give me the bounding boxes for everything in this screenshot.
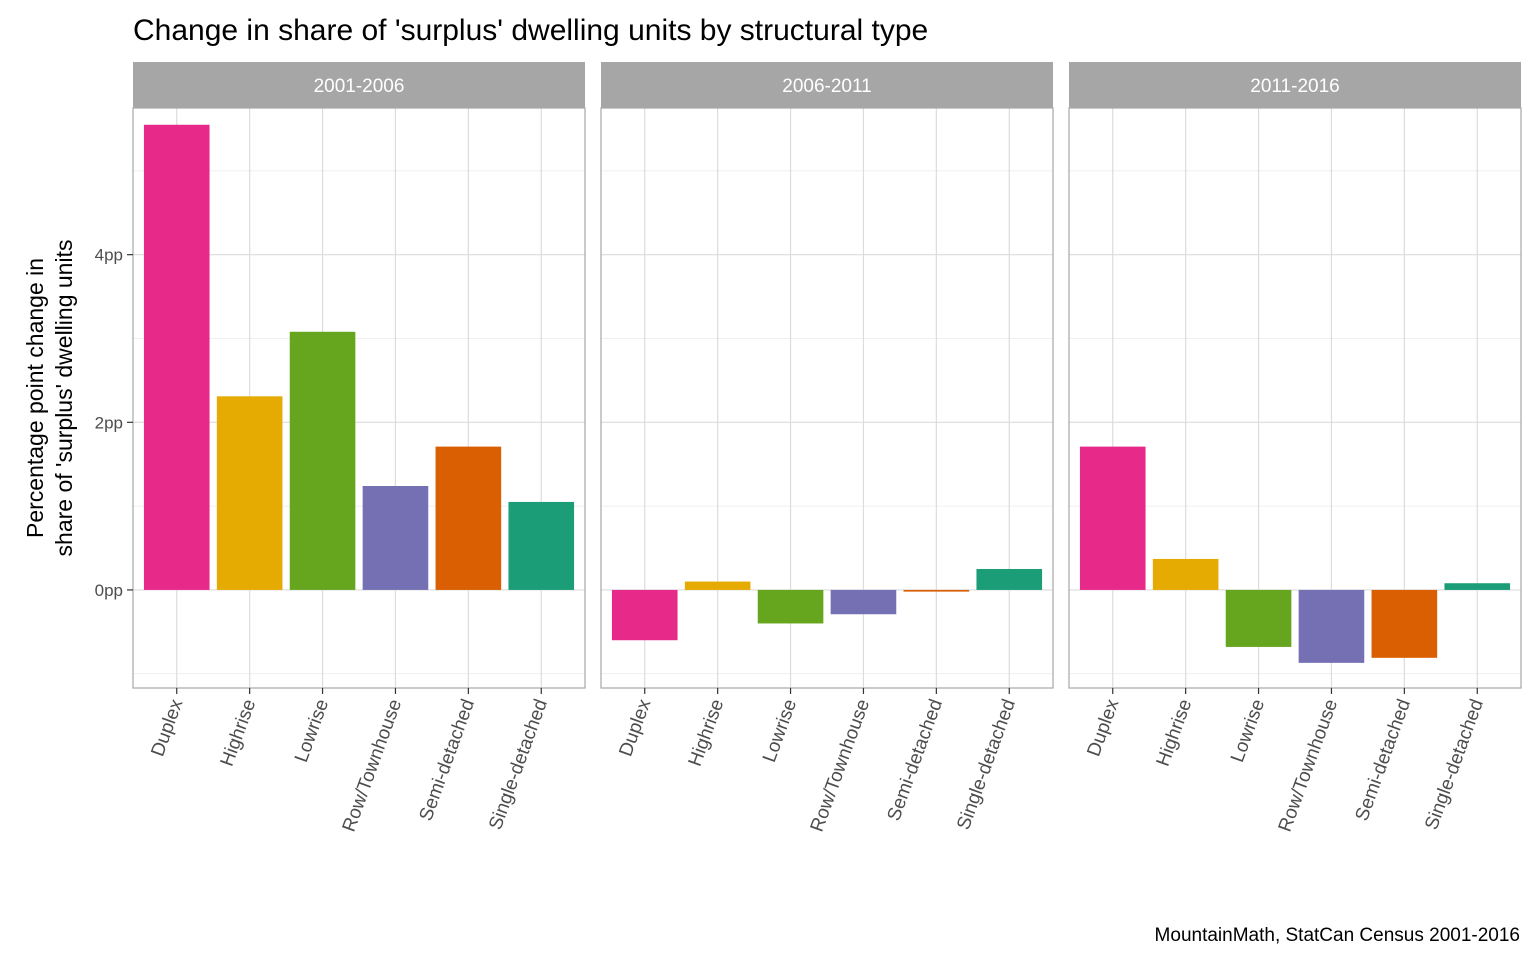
x-tick-label: Lowrise <box>291 697 333 766</box>
bar <box>976 568 1043 590</box>
bar <box>1444 583 1511 590</box>
bar <box>684 581 751 590</box>
panel-border <box>1068 107 1522 689</box>
x-tick-label: Lowrise <box>1227 697 1269 766</box>
y-axis-title-line-1: Percentage point change in <box>22 258 48 538</box>
y-tick-label: 4pp <box>95 246 123 265</box>
x-tick-label: Semi-detached <box>416 697 479 824</box>
bar <box>216 396 283 590</box>
x-tick-label: Row/Townhouse <box>807 697 874 835</box>
facet-strip-label: 2001-2006 <box>314 76 405 97</box>
x-tick-label: Highrise <box>217 697 261 770</box>
facet-strip <box>133 62 585 108</box>
x-tick-label: Single-detached <box>1421 697 1488 833</box>
x-tick-label: Highrise <box>685 697 729 770</box>
bar <box>1079 446 1146 590</box>
bar <box>508 501 575 590</box>
bar <box>757 589 824 624</box>
panel-border <box>132 107 586 689</box>
chart-caption: MountainMath, StatCan Census 2001-2016 <box>1155 925 1520 946</box>
x-tick-label: Duplex <box>1083 696 1123 759</box>
x-tick-label: Single-detached <box>485 697 552 833</box>
bar <box>1152 558 1219 590</box>
chart-title: Change in share of 'surplus' dwelling un… <box>133 14 928 47</box>
gridlines <box>1069 108 1521 688</box>
bar <box>143 124 210 590</box>
x-tick-label: Highrise <box>1153 697 1197 770</box>
facet-panel: 2006-2011 Duplex Highrise Lowrise Row/Townho… <box>600 62 1054 835</box>
bar <box>903 589 970 592</box>
bar <box>289 331 356 590</box>
bar <box>830 589 897 615</box>
y-tick-label: 2pp <box>95 413 123 432</box>
x-tick-label: Single-detached <box>953 697 1020 833</box>
bar <box>1298 589 1365 663</box>
x-tick-label: Row/Townhouse <box>1275 697 1342 835</box>
bar <box>1225 589 1292 647</box>
facet-strip <box>601 62 1053 108</box>
facet-strip-label: 2006-2011 <box>782 76 871 97</box>
panel-border <box>600 107 1054 689</box>
facet-strip-label: 2011-2016 <box>1250 76 1339 97</box>
x-tick-label: Semi-detached <box>884 697 947 824</box>
facet-strip <box>1069 62 1521 108</box>
x-tick-label: Lowrise <box>759 697 801 766</box>
x-tick-label: Duplex <box>147 696 187 759</box>
y-axis-title-line-2: share of 'surplus' dwelling units <box>51 240 77 557</box>
x-tick-label: Duplex <box>615 696 655 759</box>
facet-panel: 2001-2006 Duplex Highrise Lowrise Row/Townho… <box>95 62 586 835</box>
bar <box>362 486 429 590</box>
x-tick-label: Semi-detached <box>1352 697 1415 824</box>
facet-panel: 2011-2016 Duplex Highrise Lowrise Row/Townho… <box>1068 62 1522 835</box>
bar <box>611 589 678 641</box>
bar <box>1371 589 1438 658</box>
x-tick-label: Row/Townhouse <box>339 697 406 835</box>
y-tick-label: 0pp <box>95 581 123 600</box>
y-axis-title: Percentage point change in share of 'sur… <box>22 240 77 557</box>
bar <box>435 446 502 590</box>
